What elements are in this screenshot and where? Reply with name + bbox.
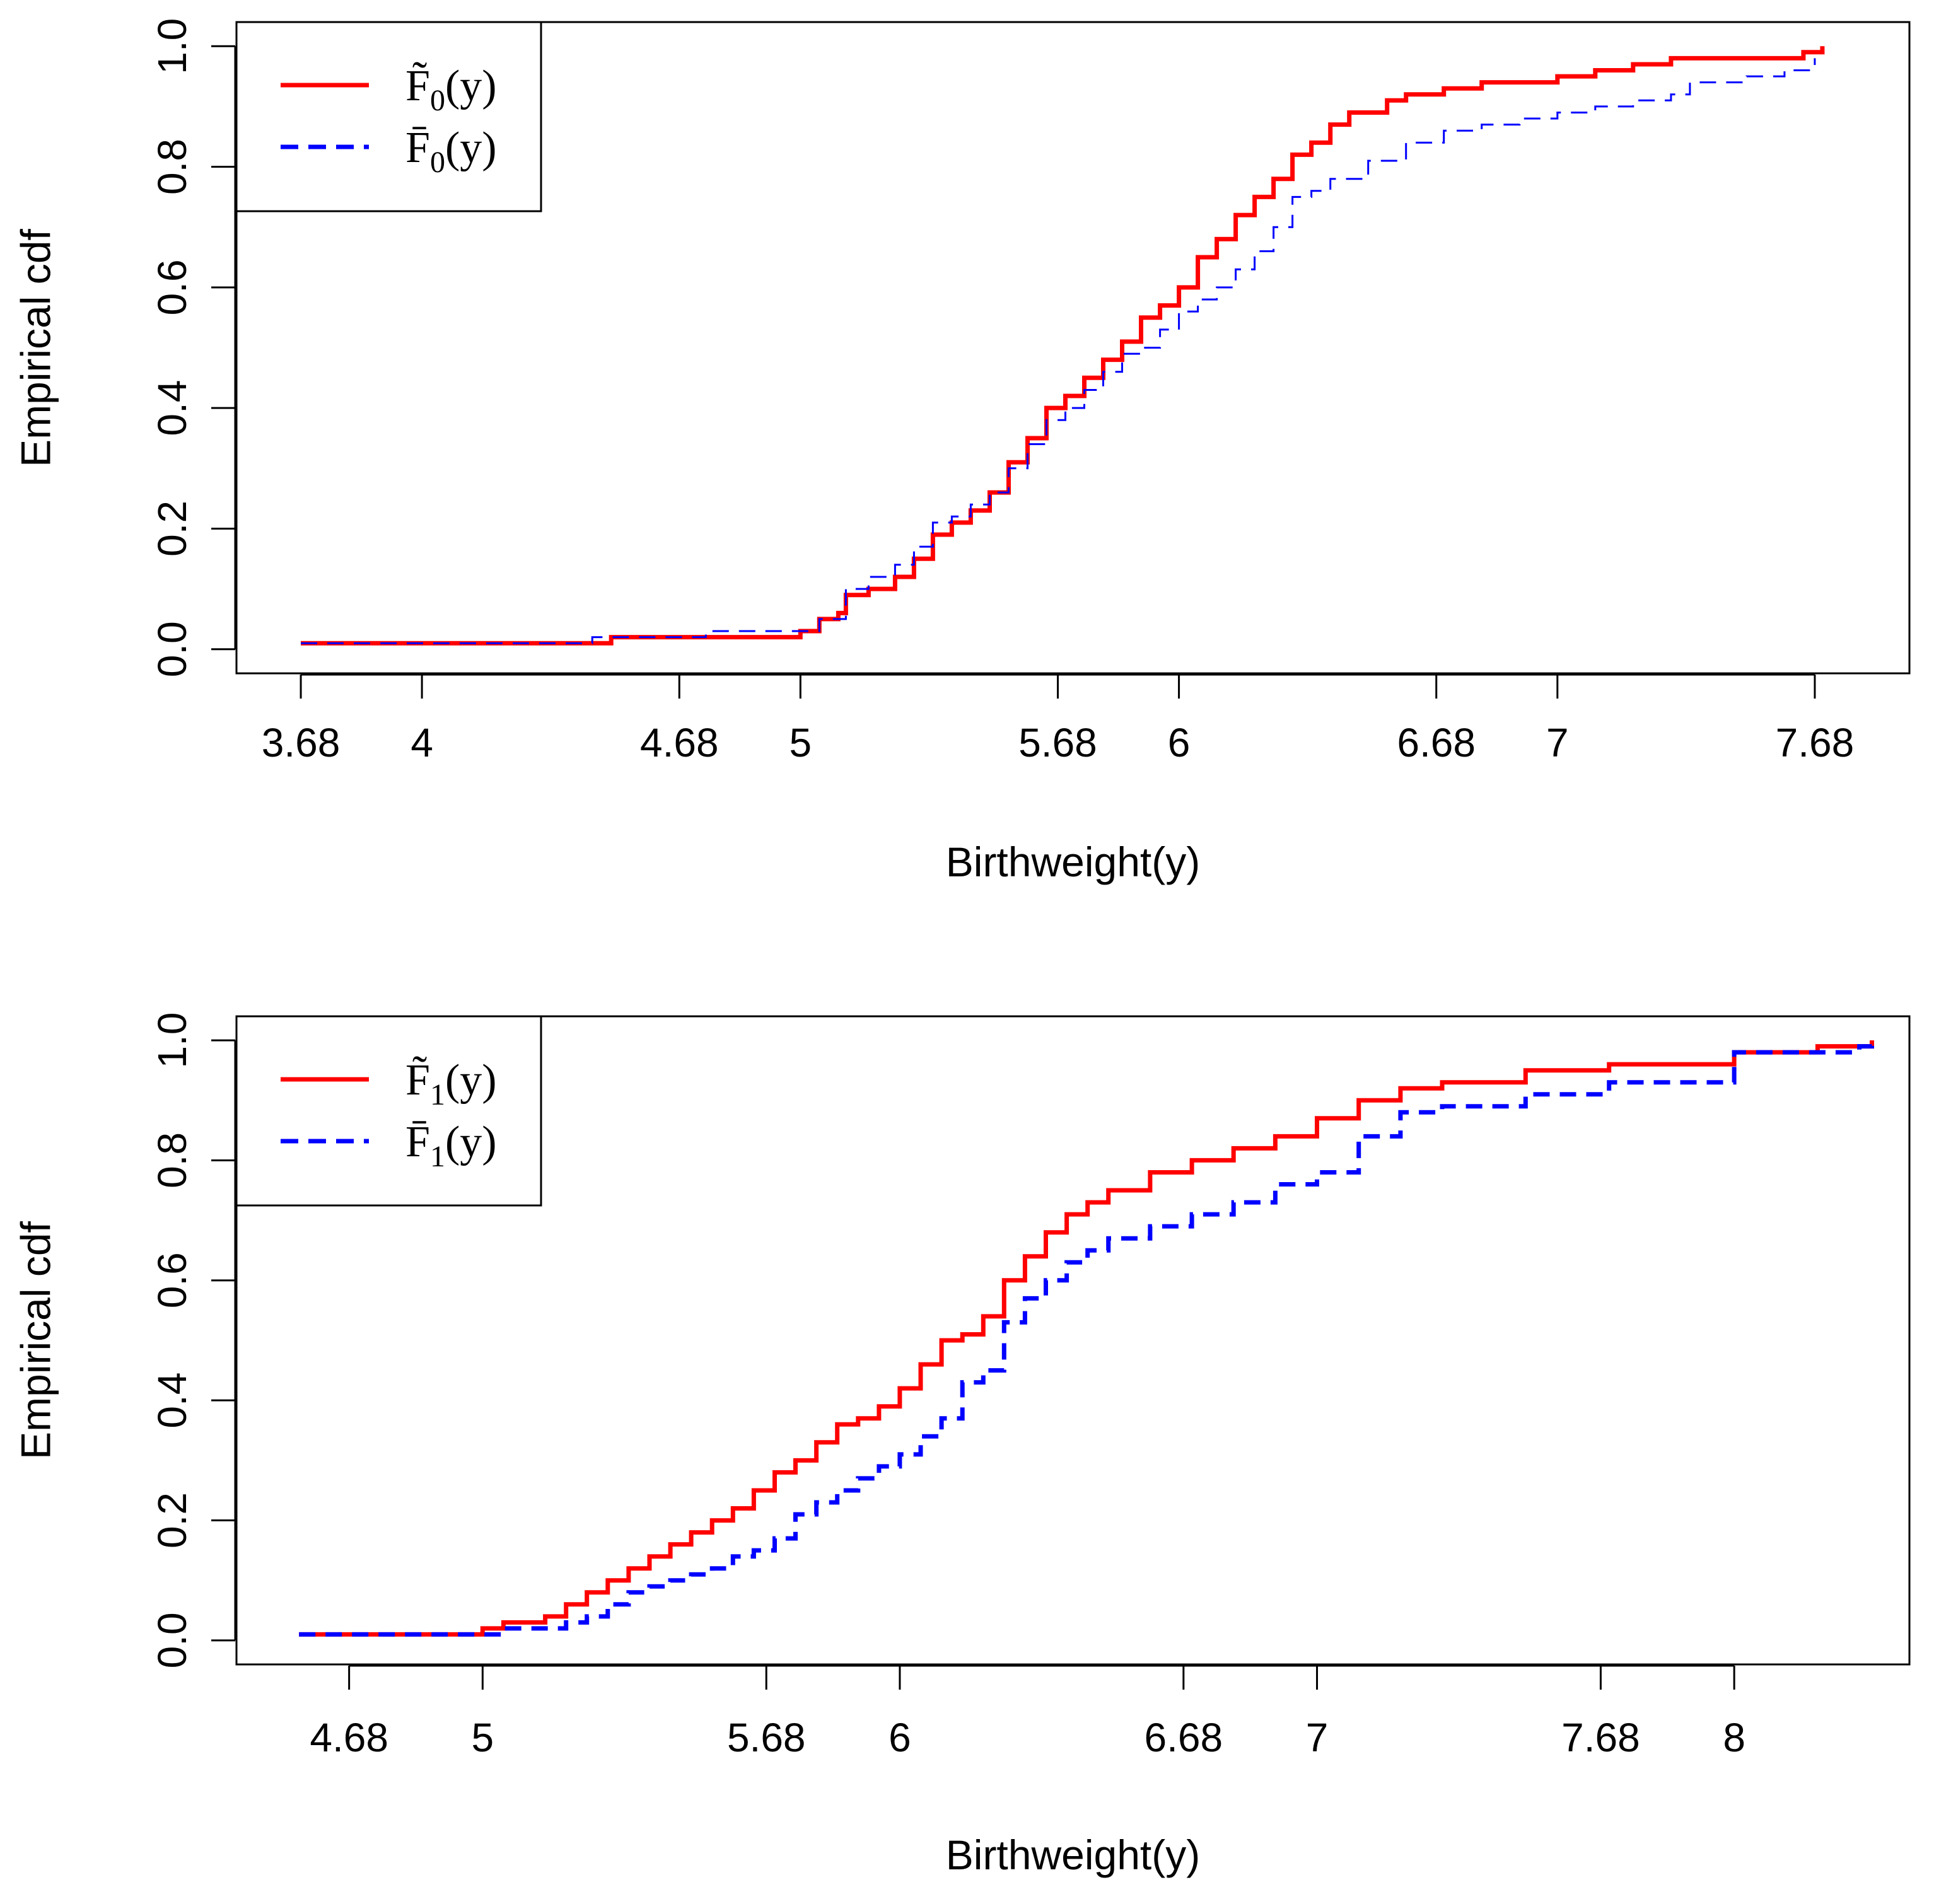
legend-label-argument: (y) bbox=[445, 62, 497, 110]
x-tick-label: 4 bbox=[411, 720, 433, 765]
x-tick-label: 5.68 bbox=[727, 1715, 806, 1760]
legend-label: F̃0(y) bbox=[405, 62, 497, 117]
x-tick-label: 8 bbox=[1723, 1715, 1745, 1760]
y-tick-label: 0.0 bbox=[149, 621, 195, 677]
y-tick-label: 0.2 bbox=[149, 1492, 195, 1548]
y-axis-title: Empirical cdf bbox=[12, 228, 59, 467]
series-line-solid-red bbox=[299, 1040, 1874, 1637]
legend-label-symbol: F̄ bbox=[405, 124, 430, 172]
y-tick-label: 0.0 bbox=[149, 1612, 195, 1668]
x-tick-label: 3.68 bbox=[262, 720, 341, 765]
y-tick-label: 0.2 bbox=[149, 501, 195, 557]
legend-label: F̃1(y) bbox=[405, 1056, 497, 1112]
legend-label-subscript: 1 bbox=[430, 1140, 445, 1173]
legend-label-subscript: 0 bbox=[430, 146, 445, 179]
y-axis-title: Empirical cdf bbox=[12, 1221, 59, 1459]
legend-box bbox=[235, 21, 542, 212]
y-tick-label: 0.8 bbox=[149, 139, 195, 195]
x-tick-label: 6 bbox=[1168, 720, 1191, 765]
legend-label-symbol: F̄ bbox=[405, 1118, 430, 1166]
x-tick-label: 5 bbox=[472, 1715, 494, 1760]
series-line-solid-red bbox=[301, 46, 1825, 646]
legend-label: F̄1(y) bbox=[405, 1118, 497, 1173]
legend-label-argument: (y) bbox=[445, 1056, 497, 1105]
legend-label-argument: (y) bbox=[445, 124, 497, 172]
x-axis-title: Birthweight(y) bbox=[946, 839, 1200, 885]
x-tick-label: 7 bbox=[1546, 720, 1569, 765]
series-line-dashed-blue bbox=[299, 1040, 1874, 1637]
x-tick-label: 7.68 bbox=[1561, 1715, 1640, 1760]
y-tick-label: 1.0 bbox=[149, 1013, 195, 1069]
x-tick-label: 4.68 bbox=[310, 1715, 388, 1760]
legend-label-symbol: F̃ bbox=[405, 62, 430, 110]
x-tick-label: 4.68 bbox=[640, 720, 719, 765]
y-tick-label: 0.8 bbox=[149, 1132, 195, 1188]
y-tick-label: 0.4 bbox=[149, 1373, 195, 1429]
y-tick-label: 0.6 bbox=[149, 259, 195, 315]
series-line-dashed-blue bbox=[301, 58, 1816, 644]
x-tick-label: 7 bbox=[1306, 1715, 1329, 1760]
plot-frame bbox=[235, 1015, 1911, 1666]
x-tick-label: 5 bbox=[789, 720, 812, 765]
y-tick-label: 1.0 bbox=[149, 18, 195, 74]
x-tick-label: 6.68 bbox=[1397, 720, 1476, 765]
legend-label: F̄0(y) bbox=[405, 124, 497, 179]
x-tick-label: 5.68 bbox=[1018, 720, 1097, 765]
legend-box bbox=[235, 1015, 542, 1207]
x-tick-label: 6.68 bbox=[1145, 1715, 1223, 1760]
x-tick-label: 7.68 bbox=[1776, 720, 1855, 765]
legend-label-symbol: F̃ bbox=[405, 1056, 430, 1105]
legend-label-argument: (y) bbox=[445, 1118, 497, 1166]
legend-label-subscript: 0 bbox=[430, 84, 445, 117]
bottom-panel: 4.68 5 5.68 6 6.68 7 7.68 8 0.0 0.2 0.4 0.6 0.8 1.0 Bi… bbox=[12, 1013, 1911, 1878]
top-panel: 3.68 4 4.68 5 5.68 6 6.68 7 7.68 0.0 0.2 0.4 0.6 0.8 1… bbox=[12, 18, 1911, 885]
x-tick-label: 6 bbox=[889, 1715, 911, 1760]
x-axis-title: Birthweight(y) bbox=[946, 1831, 1200, 1878]
y-tick-label: 0.4 bbox=[149, 380, 195, 436]
legend-label-subscript: 1 bbox=[430, 1078, 445, 1112]
plot-frame bbox=[235, 21, 1911, 675]
y-tick-label: 0.6 bbox=[149, 1252, 195, 1308]
